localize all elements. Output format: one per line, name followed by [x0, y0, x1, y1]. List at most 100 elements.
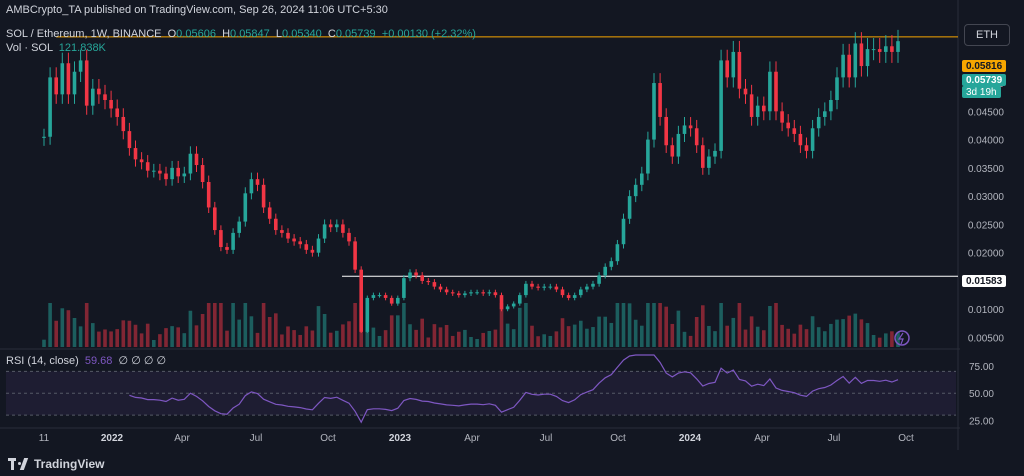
last-price-badge: 0.05739 [962, 74, 1007, 86]
volume-bar [792, 333, 797, 347]
volume-bar [548, 336, 553, 347]
candle-body [103, 94, 107, 100]
candle-body [152, 170, 156, 172]
volume-bar [396, 315, 400, 347]
volume-bar [389, 315, 394, 347]
symbol-title[interactable]: SOL / Ethereum, 1W, BINANCE [6, 28, 162, 40]
volume-bar [84, 303, 89, 347]
tradingview-logo-icon [8, 457, 30, 470]
volume-bar [670, 323, 675, 347]
volume-bar [896, 332, 900, 347]
candle-body [755, 105, 760, 117]
candle-body [548, 286, 553, 288]
candle-body [798, 133, 803, 146]
candle-body [286, 232, 290, 239]
rsi-label[interactable]: RSI (14, close) [6, 355, 79, 367]
volume-bar [365, 303, 370, 347]
candle-body [444, 289, 449, 293]
candle-body [194, 153, 199, 166]
volume-bar [774, 303, 778, 347]
candle-body [145, 162, 150, 171]
volume-bar [213, 303, 217, 347]
volume-bar [133, 324, 138, 347]
candle-body [310, 249, 315, 253]
candle-body [450, 292, 455, 294]
volume-bar [450, 335, 455, 347]
candle-body [841, 54, 845, 78]
volume-bar [810, 316, 815, 347]
candle-body [182, 173, 187, 177]
candle-body [694, 128, 699, 146]
volume-bar [859, 319, 864, 347]
time-tick-label: Oct [320, 433, 336, 444]
volume-bar [145, 323, 150, 347]
volume-bar [829, 323, 833, 347]
candle-body [426, 280, 431, 283]
volume-bar [72, 318, 77, 347]
symbol-button-eth[interactable]: ETH [964, 24, 1010, 46]
candle-body [54, 77, 58, 95]
candle-body [48, 77, 52, 137]
rsi-extra-1: ∅ [118, 355, 129, 367]
volume-bar [54, 320, 58, 347]
time-tick-label: Apr [754, 433, 770, 444]
volume-bar [536, 336, 540, 347]
candle-body [274, 218, 278, 231]
candle-body [646, 139, 650, 174]
volume-label[interactable]: Vol · SOL [6, 42, 53, 54]
candle-body [72, 71, 77, 95]
candle-body [243, 193, 248, 222]
candle-body [572, 295, 577, 298]
price-tick-label: 0.00500 [968, 334, 1005, 345]
volume-bar [755, 326, 760, 347]
candle-body [542, 286, 546, 288]
volume-bar [493, 329, 498, 347]
candle-body [682, 125, 687, 134]
volume-bar [865, 323, 870, 347]
candle-body [566, 295, 571, 298]
candle-body [652, 83, 656, 140]
time-tick-label: Jul [250, 433, 263, 444]
volume-bar [170, 326, 174, 347]
volume-bar [762, 330, 766, 347]
candle-body [762, 105, 766, 112]
price-tick-label: 0.03000 [968, 192, 1005, 203]
volume-bar [432, 324, 437, 347]
volume-value: 121.838K [58, 42, 106, 54]
candle-body [701, 145, 705, 168]
open-label: O [167, 28, 177, 40]
candle-body [487, 292, 492, 294]
volume-bar [481, 332, 485, 347]
volume-bar [701, 305, 705, 347]
time-tick-label: Oct [898, 433, 914, 444]
volume-bar [158, 334, 162, 347]
footer-brand: TradingView [34, 456, 105, 471]
publisher-line: AMBCrypto_TA published on TradingView.co… [6, 4, 388, 16]
volume-bar [615, 303, 620, 347]
candle-body [896, 41, 900, 52]
volume-bar [719, 303, 723, 347]
candle-body [219, 230, 223, 248]
candle-body [768, 71, 772, 112]
volume-bar [408, 324, 412, 347]
volume-bar [737, 303, 742, 347]
volume-bar [286, 326, 290, 347]
candle-body [457, 293, 461, 296]
volume-bar [206, 303, 211, 347]
volume-bar [255, 332, 260, 347]
volume-bar [627, 303, 632, 347]
ohlc-legend: SOL / Ethereum, 1W, BINANCE O0.05606 H0.… [6, 28, 476, 40]
volume-bar [426, 337, 431, 347]
volume-bar [505, 323, 510, 347]
volume-bar [609, 322, 614, 347]
indicator-flash-icon [894, 330, 910, 346]
volume-bar [633, 319, 638, 347]
volume-bar [487, 331, 492, 347]
volume-bar [341, 324, 345, 347]
volume-bar [420, 318, 424, 347]
support-price-badge: 0.01583 [962, 275, 1007, 287]
volume-bar [353, 303, 357, 347]
low-label: L [275, 28, 283, 40]
candle-body [347, 232, 351, 242]
